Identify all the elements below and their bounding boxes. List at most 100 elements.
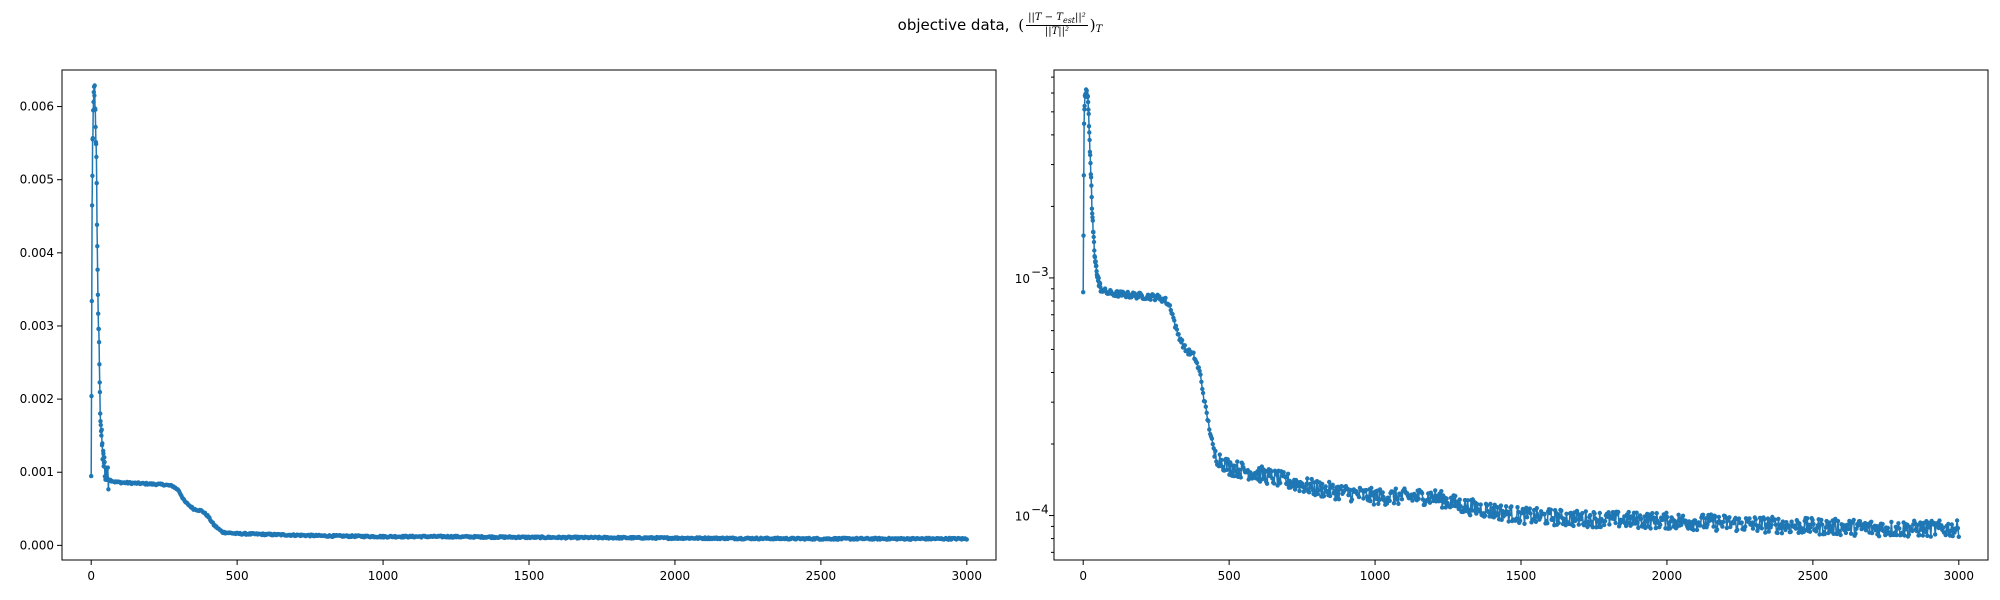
data-point [92,83,97,88]
series-line [1082,89,1960,540]
title-numerator-main: ||T − T [1028,12,1063,23]
data-point [1700,512,1706,517]
data-point [1316,488,1321,493]
data-point [1220,464,1225,469]
data-point [1823,525,1828,530]
data-point [1602,518,1608,524]
data-point [1904,527,1909,532]
data-point [1307,481,1313,487]
data-point [1233,468,1238,474]
data-point [1488,501,1493,507]
data-point [1634,510,1639,515]
y-tick-label: 0.005 [20,173,54,187]
data-point [1769,522,1774,527]
data-point [1093,259,1098,264]
data-point [1651,515,1657,520]
data-point [97,362,102,367]
data-point [1438,498,1443,503]
data-point [1625,520,1631,525]
data-point [1713,514,1718,519]
data-point [1611,516,1617,522]
data-point [1163,295,1168,301]
x-tick-label: 500 [1218,569,1241,583]
data-point [1349,497,1355,502]
data-point [1571,523,1576,529]
data-point [1457,497,1462,502]
data-point [1398,492,1404,498]
data-point [1576,522,1582,527]
data-point [1880,521,1885,527]
data-point [1772,517,1778,522]
title-numerator: ||T − Test||² [1026,12,1088,26]
data-point [1524,505,1529,510]
data-point [1710,518,1716,523]
data-point [1496,511,1501,517]
data-point [1377,487,1383,492]
data-point [1551,517,1556,523]
data-point [1676,512,1681,517]
data-point [1475,502,1480,507]
data-point [1736,516,1742,521]
data-point [1522,521,1527,526]
data-point [1735,527,1740,532]
data-point [1484,503,1490,508]
data-point [1679,522,1684,528]
data-point [1807,529,1813,534]
data-point [90,135,96,141]
data-point [1468,513,1473,518]
data-point [1786,523,1792,528]
data-point [1327,493,1333,499]
data-point [1094,269,1099,274]
data-point [1376,501,1381,506]
title-numerator-sub: est [1062,16,1076,25]
data-point [1607,522,1612,527]
data-point [1727,515,1732,520]
data-point [1219,457,1224,463]
data-point [1592,511,1597,516]
data-point [1660,517,1666,522]
data-point [1753,517,1758,522]
data-point [1207,427,1212,432]
data-point [1838,532,1843,538]
data-point [1945,528,1950,533]
data-point [1088,152,1093,158]
data-point [1305,476,1310,481]
data-point [1387,498,1392,503]
data-point [1089,206,1095,211]
data-point [1458,504,1463,509]
data-point [1762,517,1767,522]
data-point [1444,496,1449,501]
data-point [1532,515,1538,520]
data-point [1196,365,1202,370]
data-point [1240,461,1245,467]
data-point [1321,493,1327,499]
data-point [91,89,97,95]
data-point [1236,467,1242,472]
data-point [1507,512,1512,517]
data-point [1876,534,1882,539]
data-point [1747,516,1752,521]
data-point [1928,534,1934,539]
data-point [1182,343,1188,348]
data-point [1224,467,1230,472]
data-point [1084,88,1089,93]
data-point [1914,528,1920,534]
data-point [1270,476,1275,481]
data-point [1724,525,1730,531]
data-point [1474,511,1479,516]
data-point [1869,530,1875,536]
data-point [1088,175,1094,180]
data-point [1198,372,1203,377]
y-tick-label: 0.001 [20,465,54,479]
data-point [1848,531,1854,536]
data-point [1789,519,1794,524]
data-point [1269,469,1274,474]
data-point [1309,476,1314,482]
data-point [1933,532,1938,537]
data-point [1167,303,1173,308]
data-point [1949,522,1955,527]
data-point [1450,499,1455,504]
y-tick-label: 0.002 [20,392,54,406]
